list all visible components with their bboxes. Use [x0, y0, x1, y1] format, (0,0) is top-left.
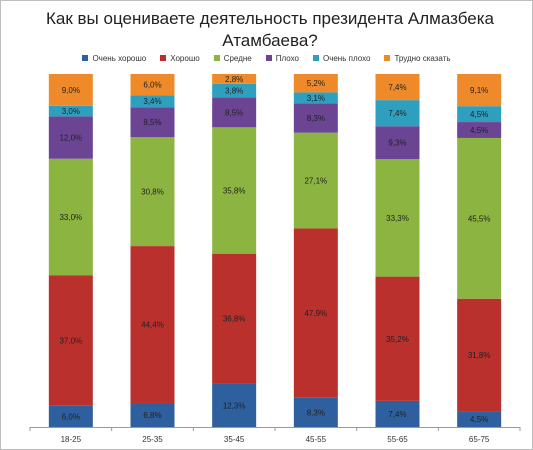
- data-label: 33,3%: [386, 214, 409, 223]
- bar-segment: [375, 159, 420, 277]
- legend-swatch: [265, 55, 272, 61]
- legend-label: Хорошо: [170, 53, 200, 63]
- data-label: 12,0%: [59, 134, 82, 143]
- bar-segment: [457, 298, 502, 412]
- legend-item: Трудно сказать: [384, 51, 451, 65]
- data-label: 8,5%: [143, 118, 161, 127]
- bar-segment: [457, 411, 502, 427]
- legend-label: Плохо: [275, 53, 299, 63]
- data-label: 4,5%: [470, 126, 488, 135]
- bar-segment: [457, 106, 502, 123]
- bar-segment: [48, 105, 93, 117]
- bar-segment: [130, 74, 175, 96]
- bar-segment: [375, 276, 420, 401]
- bar-segment: [375, 126, 420, 160]
- data-label: 9,3%: [388, 139, 406, 148]
- bar-segment: [130, 107, 175, 138]
- bar-segment: [293, 132, 338, 229]
- chart-title: Как вы оцениваете деятельность президент…: [46, 9, 494, 50]
- data-label: 37,0%: [59, 337, 82, 346]
- legend-swatch: [312, 55, 319, 61]
- legend-swatch: [82, 55, 89, 61]
- bar-segment: [130, 246, 175, 403]
- data-label: 3,0%: [62, 107, 80, 116]
- data-label: 4,5%: [470, 415, 488, 424]
- data-label: 35,8%: [223, 186, 246, 195]
- data-label: 3,1%: [307, 94, 325, 103]
- data-label: 31,8%: [468, 351, 491, 360]
- data-label: 2,8%: [225, 75, 243, 84]
- data-label: 9,1%: [470, 86, 488, 95]
- data-label: 33,0%: [59, 213, 82, 222]
- legend-item: Средне: [213, 51, 252, 65]
- x-tick-label: 35-45: [224, 435, 245, 444]
- bar-segment: [293, 103, 338, 133]
- bar-segment: [130, 95, 175, 108]
- data-label: 45,5%: [468, 214, 491, 223]
- data-label: 47,9%: [304, 309, 327, 318]
- bar-segment: [457, 137, 502, 299]
- data-label: 7,4%: [388, 410, 406, 419]
- bar-segment: [457, 74, 502, 107]
- bar-segment: [293, 92, 338, 104]
- bar-segment: [48, 158, 93, 276]
- legend-swatch: [160, 55, 167, 61]
- bar-segment: [293, 397, 338, 427]
- data-label: 8,5%: [225, 108, 243, 117]
- x-tick-label: 45-55: [306, 435, 327, 444]
- data-label: 3,8%: [225, 87, 243, 96]
- data-label: 35,2%: [386, 335, 409, 344]
- bar-segment: [212, 127, 257, 254]
- x-tick-label: 65-75: [469, 435, 490, 444]
- legend-item: Очень хорошо: [82, 51, 146, 65]
- bar-segment: [293, 74, 338, 93]
- data-label: 36,8%: [223, 315, 246, 324]
- legend-swatch: [213, 55, 220, 61]
- legend-label: Очень хорошо: [92, 53, 147, 63]
- data-label: 30,8%: [141, 188, 164, 197]
- bar-segment: [48, 116, 93, 159]
- bar-segment: [457, 122, 502, 138]
- bar-segment: [375, 400, 420, 427]
- data-label: 7,4%: [388, 83, 406, 92]
- data-label: 8,3%: [307, 408, 325, 417]
- bar-segment: [130, 402, 175, 427]
- bar-segment: [293, 228, 338, 398]
- data-label: 44,4%: [141, 321, 164, 330]
- data-label: 4,5%: [470, 110, 488, 119]
- bar-segment: [212, 74, 257, 84]
- bar-segment: [130, 137, 175, 247]
- x-tick-label: 55-65: [387, 435, 408, 444]
- data-label: 3,4%: [143, 97, 161, 106]
- data-label: 6,8%: [143, 411, 161, 420]
- bar-segment: [212, 253, 257, 384]
- x-tick-label: 18-25: [61, 435, 82, 444]
- legend-item: Плохо: [265, 51, 299, 65]
- legend-item: Хорошо: [160, 51, 200, 65]
- legend-label: Средне: [223, 53, 252, 63]
- data-label: 9,0%: [62, 86, 80, 95]
- data-label: 8,3%: [307, 114, 325, 123]
- bar-segment: [212, 97, 257, 128]
- data-label: 12,3%: [223, 401, 246, 410]
- x-tick-label: 25-35: [142, 435, 163, 444]
- bar-segment: [375, 74, 420, 101]
- data-label: 6,0%: [62, 412, 80, 421]
- bar-segment: [212, 83, 257, 98]
- legend-label: Трудно сказать: [394, 53, 451, 63]
- bar-segment: [48, 74, 93, 106]
- bar-segment: [48, 405, 93, 427]
- chart-legend: Очень хорошо Хорошо Средне Плохо Очень плохо…: [0, 51, 533, 65]
- bar-segment: [375, 100, 420, 127]
- legend-item: Очень плохо: [312, 51, 371, 65]
- bar-segment: [48, 275, 93, 406]
- bar-segment: [212, 383, 257, 427]
- data-label: 5,2%: [307, 79, 325, 88]
- data-label: 6,0%: [143, 81, 161, 90]
- legend-swatch: [384, 55, 391, 61]
- data-label: 7,4%: [388, 109, 406, 118]
- legend-label: Очень плохо: [322, 53, 371, 63]
- data-label: 27,1%: [304, 177, 327, 186]
